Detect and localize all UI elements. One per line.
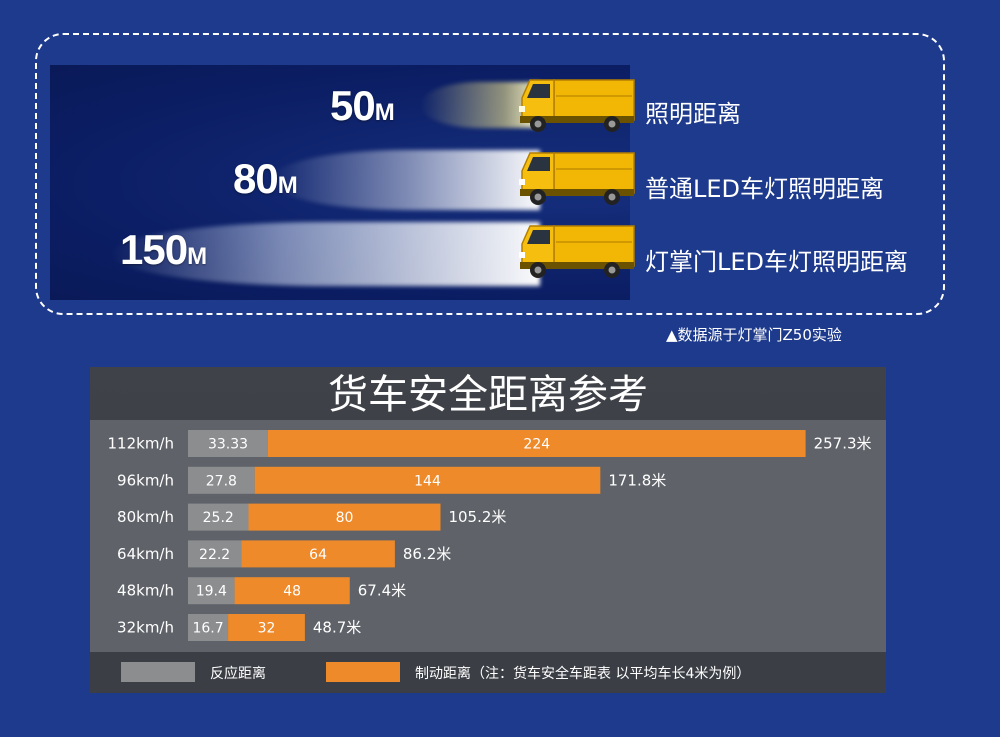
- category-label: 64km/h: [117, 545, 174, 563]
- braking-bar: [267, 430, 806, 457]
- source-note: ▲数据源于灯掌门Z50实验: [666, 326, 842, 344]
- braking-bar: [241, 540, 395, 568]
- braking-value-label: 48: [283, 584, 301, 600]
- truck-icon: [519, 225, 635, 278]
- chart-legend: 反应距离 制动距离（注：货车安全车距表 以平均车长4米为例）: [90, 652, 886, 693]
- reaction-bar: [188, 503, 249, 531]
- category-label: 96km/h: [117, 471, 174, 489]
- total-distance-label: 48.7米: [313, 619, 361, 637]
- beam-80m: [270, 150, 540, 210]
- stacked-bar-chart: 112km/h 33.33 224 257.3米 96km/h 27.8 144 171.8米…: [108, 430, 872, 641]
- braking-bar: [228, 614, 305, 641]
- legend-swatch-braking: [326, 662, 400, 682]
- braking-bar: [234, 577, 350, 605]
- legend-label-braking: 制动距离（注：货车安全车距表 以平均车长4米为例）: [415, 666, 751, 682]
- reaction-bar: [188, 577, 235, 605]
- chart-title: 货车安全距离参考: [328, 372, 648, 418]
- category-label: 32km/h: [117, 619, 174, 637]
- beam-150m: [110, 222, 540, 286]
- beam-label-basic: 照明距离: [645, 100, 741, 128]
- category-label: 48km/h: [117, 582, 174, 600]
- legend-label-reaction: 反应距离: [210, 666, 266, 682]
- legend-swatch-reaction: [121, 662, 195, 682]
- reaction-value-label: 16.7: [192, 621, 223, 637]
- braking-value-label: 144: [414, 473, 441, 489]
- reaction-bar: [188, 614, 229, 641]
- beam-label-brand-led: 灯掌门LED车灯照明距离: [645, 248, 909, 276]
- beam-label-standard-led: 普通LED车灯照明距离: [645, 175, 885, 203]
- reaction-value-label: 19.4: [196, 584, 227, 600]
- reaction-bar: [188, 540, 242, 568]
- total-distance-label: 86.2米: [403, 545, 451, 563]
- chart-plot-area: 112km/h 33.33 224 257.3米 96km/h 27.8 144 171.8米…: [90, 420, 886, 652]
- total-distance-label: 257.3米: [814, 435, 872, 453]
- illumination-panel: [35, 33, 945, 315]
- braking-value-label: 80: [336, 510, 354, 526]
- braking-bar: [254, 466, 601, 494]
- total-distance-label: 171.8米: [608, 471, 666, 489]
- category-label: 80km/h: [117, 508, 174, 526]
- braking-value-label: 64: [309, 547, 327, 563]
- reaction-bar: [188, 430, 268, 457]
- truck-icon: [519, 152, 635, 205]
- category-label: 112km/h: [108, 435, 175, 453]
- reaction-bar: [188, 466, 255, 494]
- reaction-value-label: 22.2: [199, 547, 230, 563]
- distance-80m: 80M: [233, 155, 298, 202]
- braking-value-label: 224: [523, 437, 550, 453]
- braking-value-label: 32: [258, 621, 276, 637]
- reaction-value-label: 33.33: [208, 437, 248, 453]
- braking-bar: [248, 503, 441, 531]
- total-distance-label: 105.2米: [448, 508, 506, 526]
- truck-icon: [519, 79, 635, 132]
- reaction-value-label: 25.2: [203, 510, 234, 526]
- distance-150m: 150M: [120, 226, 207, 273]
- distance-50m: 50M: [330, 82, 395, 129]
- reaction-value-label: 27.8: [206, 473, 237, 489]
- total-distance-label: 67.4米: [358, 582, 406, 600]
